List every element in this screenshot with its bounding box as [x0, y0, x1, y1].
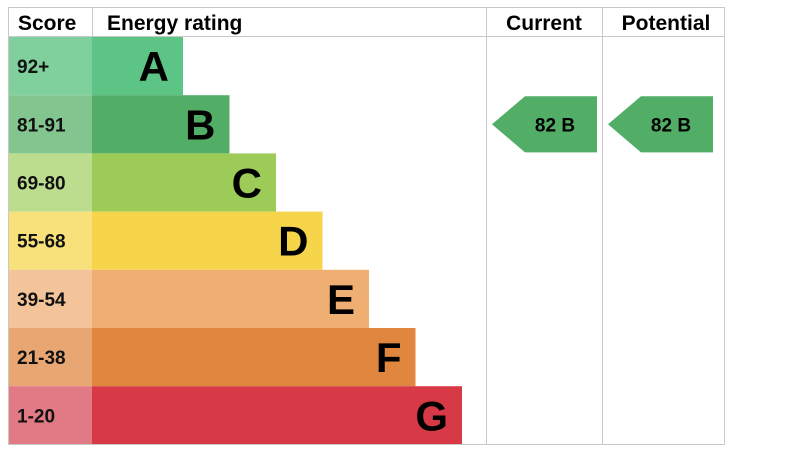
score-cell-c: [8, 153, 92, 212]
band-letter-d: D: [278, 218, 308, 265]
header-score: Score: [18, 12, 76, 35]
header-energy-rating: Energy rating: [107, 12, 242, 35]
score-cell-d: [8, 211, 92, 270]
band-letter-f: F: [376, 334, 402, 381]
score-label-c: 69-80: [17, 174, 66, 195]
band-bar-c: [92, 153, 276, 212]
score-label-g: 1-20: [17, 406, 55, 427]
score-label-e: 39-54: [17, 290, 66, 311]
score-label-b: 81-91: [17, 115, 66, 136]
header-current: Current: [506, 12, 582, 35]
potential-rating-label: 82 B: [651, 115, 691, 136]
score-cell-e: [8, 269, 92, 328]
band-letter-c: C: [232, 160, 262, 207]
current-rating-label: 82 B: [535, 115, 575, 136]
score-cell-g: [8, 386, 92, 445]
band-letter-a: A: [139, 43, 169, 90]
band-bar-e: [92, 269, 369, 328]
score-label-f: 21-38: [17, 348, 66, 369]
current-rating-arrow: [492, 96, 597, 153]
score-cell-a: [8, 37, 92, 96]
band-bar-b: [92, 95, 230, 154]
band-bar-d: [92, 211, 323, 270]
band-letter-g: G: [415, 392, 448, 439]
score-label-d: 55-68: [17, 232, 66, 253]
rating-arrows: 82 B 82 B: [492, 96, 713, 153]
band-bar-g: [92, 386, 462, 445]
rating-bands: 92+ A 81-91 B 69-80 C 55-68 D 39-54 E 21-38 F 1-20 G: [8, 37, 462, 445]
table-grid: [8, 7, 725, 445]
band-letter-b: B: [185, 101, 215, 148]
score-cell-b: [8, 95, 92, 154]
score-cell-f: [8, 328, 92, 387]
band-bar-f: [92, 328, 416, 387]
header-potential: Potential: [622, 12, 711, 35]
header-row: Score Energy rating Current Potential: [18, 12, 710, 35]
band-letter-e: E: [327, 276, 355, 323]
potential-rating-arrow: [608, 96, 713, 153]
score-label-a: 92+: [17, 57, 49, 78]
band-bar-a: [92, 37, 183, 96]
